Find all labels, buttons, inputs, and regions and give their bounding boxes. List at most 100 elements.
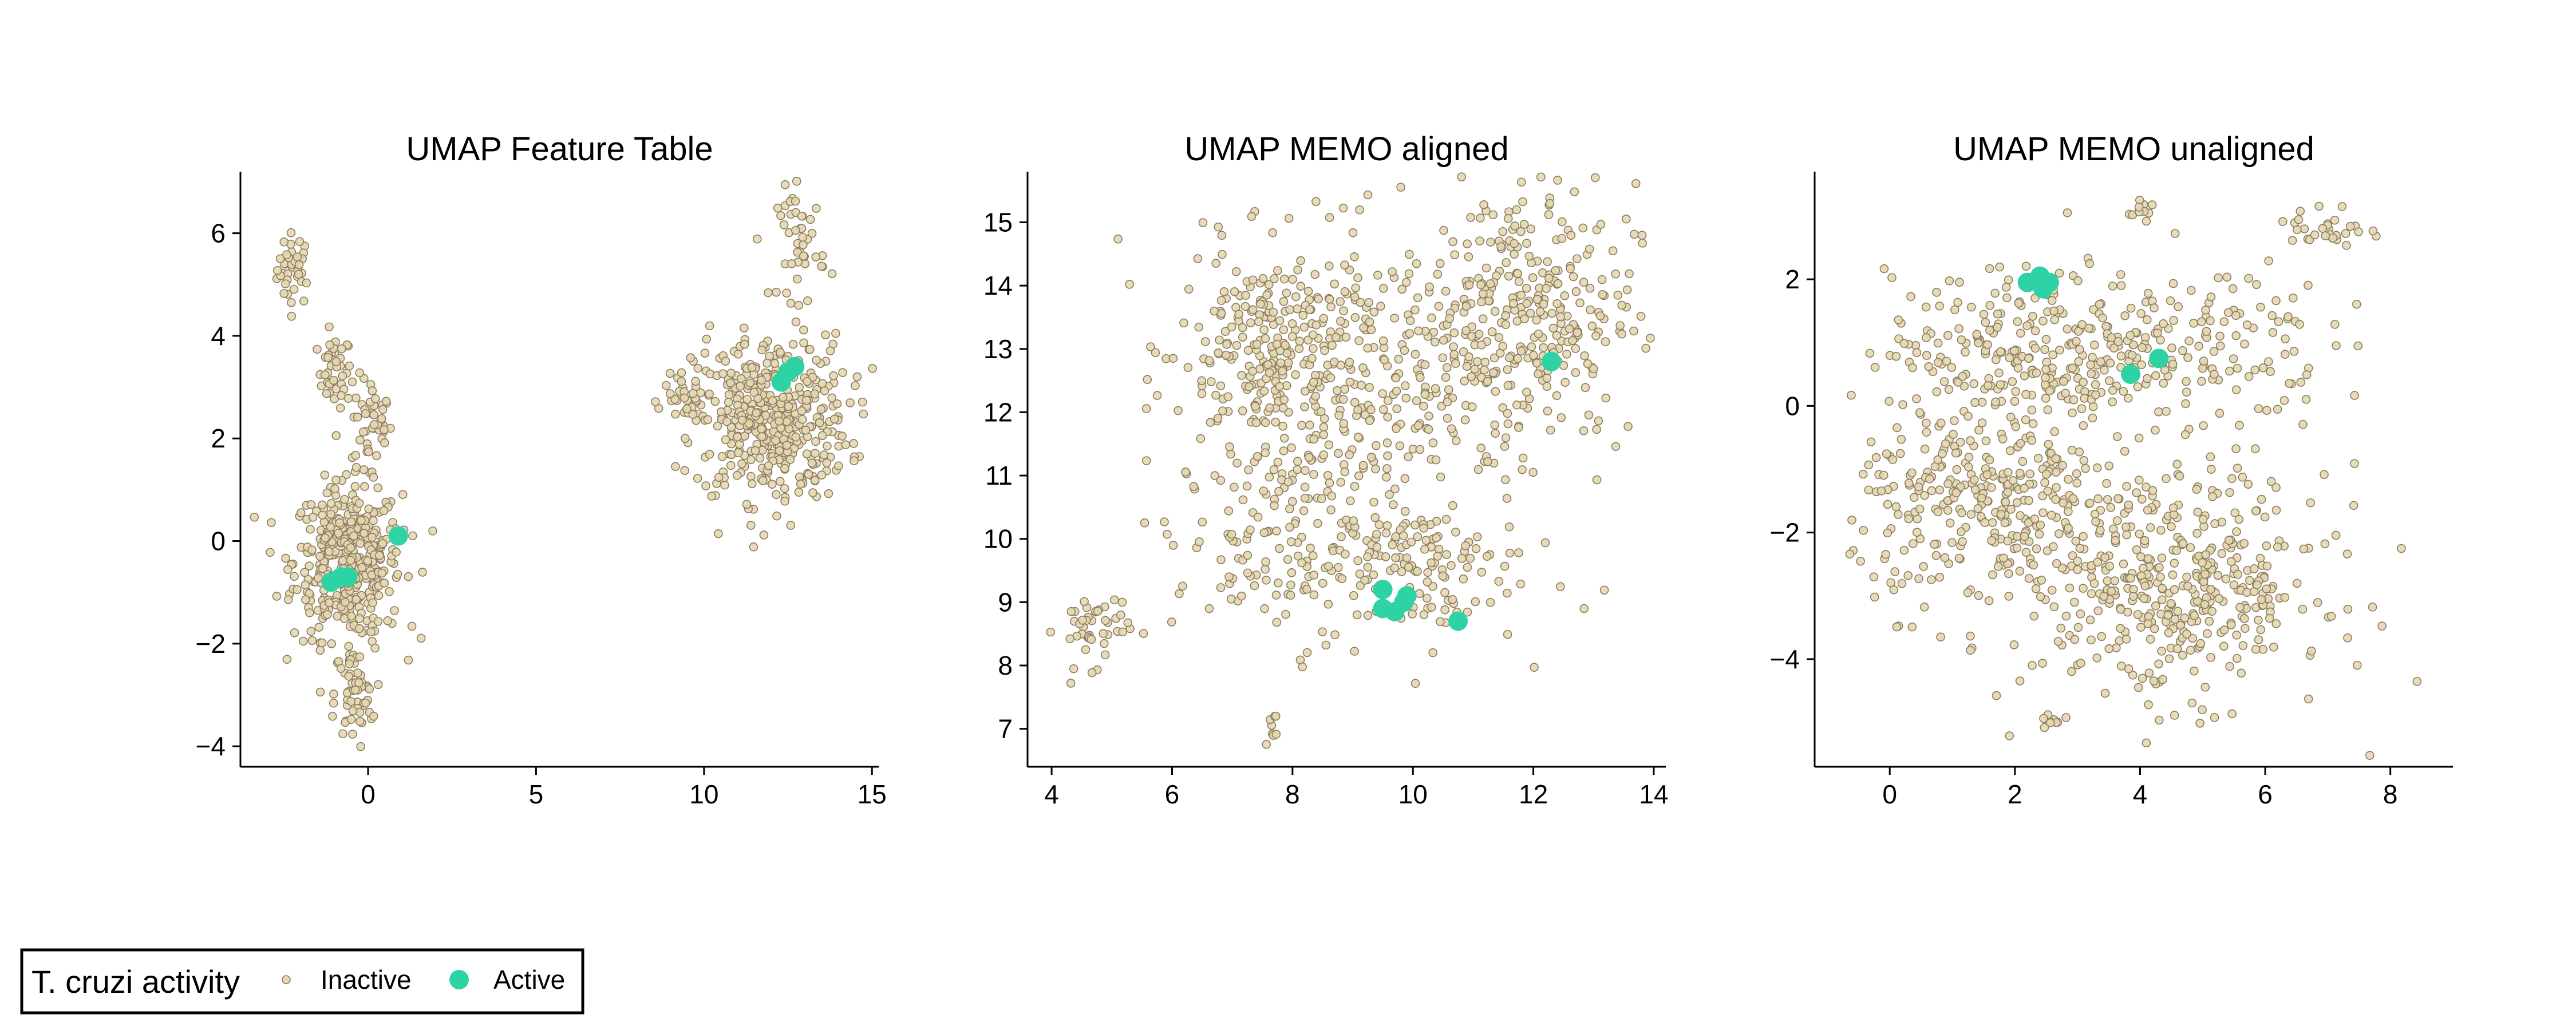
inactive-point (1336, 297, 1345, 306)
inactive-point (1463, 239, 1472, 249)
inactive-point (1912, 348, 1922, 358)
inactive-point (1293, 457, 1302, 466)
inactive-point (2182, 572, 2191, 582)
inactive-point (364, 447, 373, 457)
inactive-point (1297, 558, 1306, 568)
inactive-point (2304, 280, 2313, 290)
inactive-point (1372, 542, 1382, 552)
inactive-point (801, 395, 811, 405)
inactive-point (1325, 295, 1334, 304)
inactive-point (1401, 278, 1411, 287)
inactive-point (1353, 405, 1362, 415)
inactive-point (1300, 466, 1310, 476)
inactive-point (2105, 358, 2115, 368)
inactive-point (368, 533, 377, 542)
inactive-point (788, 339, 798, 349)
inactive-point (354, 498, 364, 508)
inactive-point (2074, 357, 2084, 366)
inactive-point (1464, 280, 1474, 290)
inactive-point (1401, 393, 1411, 403)
inactive-point (2292, 579, 2302, 588)
inactive-point (2108, 397, 2117, 407)
inactive-point (1152, 391, 1162, 400)
inactive-point (1311, 391, 1320, 401)
inactive-point (1573, 328, 1582, 337)
inactive-point (2087, 589, 2096, 599)
inactive-point (1081, 645, 1091, 655)
inactive-point (369, 420, 379, 429)
inactive-point (1275, 544, 1284, 553)
inactive-point (1427, 558, 1436, 568)
inactive-point (1214, 222, 1223, 232)
x-tick-label: 8 (1285, 779, 1300, 809)
inactive-point (1557, 233, 1567, 243)
inactive-point (1943, 479, 1953, 489)
inactive-point (1994, 562, 2003, 571)
inactive-point (2186, 645, 2195, 655)
active-points (1373, 351, 1562, 631)
inactive-point (2148, 486, 2158, 496)
inactive-point (1348, 228, 1358, 237)
inactive-point (1423, 593, 1432, 603)
inactive-point (1449, 342, 1458, 351)
inactive-point (2178, 346, 2187, 355)
inactive-point (2061, 389, 2070, 398)
inactive-point (2210, 370, 2219, 379)
inactive-point (1907, 622, 1917, 632)
inactive-point (1118, 627, 1128, 637)
inactive-point (1443, 397, 1452, 407)
inactive-point (2061, 611, 2071, 621)
x-tick-label: 10 (1398, 779, 1428, 809)
inactive-point (351, 393, 361, 403)
inactive-point (1996, 510, 2006, 519)
inactive-point (748, 479, 757, 489)
inactive-point (2156, 525, 2166, 535)
inactive-point (745, 378, 755, 387)
inactive-point (2162, 474, 2171, 484)
inactive-point (1955, 278, 1964, 287)
inactive-point (1471, 544, 1481, 553)
inactive-point (1483, 377, 1492, 386)
inactive-point (2231, 311, 2241, 320)
inactive-point (1243, 550, 1253, 560)
inactive-point (2250, 365, 2259, 375)
inactive-point (1226, 449, 1235, 459)
inactive-point (2079, 378, 2088, 387)
inactive-point (1332, 386, 1342, 395)
inactive-point (1471, 597, 1480, 607)
inactive-point (2146, 635, 2155, 644)
inactive-point (1396, 183, 1405, 192)
inactive-point (1382, 521, 1392, 530)
inactive-point (1309, 330, 1318, 339)
inactive-point (671, 409, 680, 419)
x-tick-label: 14 (1639, 779, 1668, 809)
inactive-point (2156, 335, 2165, 345)
inactive-point (2077, 320, 2087, 329)
inactive-point (1441, 373, 1451, 382)
inactive-point (1615, 321, 1625, 330)
inactive-point (793, 274, 802, 284)
inactive-point (2198, 558, 2207, 568)
inactive-point (1385, 490, 1394, 500)
inactive-point (1961, 347, 1970, 357)
inactive-point (1544, 210, 1554, 219)
inactive-point (852, 372, 862, 382)
inactive-point (1924, 362, 1934, 371)
inactive-point (2172, 644, 2182, 653)
inactive-point (1571, 287, 1581, 296)
inactive-point (1943, 331, 1953, 340)
inactive-point (1066, 607, 1076, 616)
inactive-point (1467, 372, 1476, 382)
inactive-point (1338, 203, 1348, 213)
inactive-point (824, 489, 833, 498)
inactive-point (325, 547, 334, 556)
inactive-point (2182, 387, 2191, 397)
inactive-point (1350, 398, 1360, 407)
inactive-point (2176, 620, 2185, 630)
inactive-point (1950, 416, 1959, 425)
inactive-point (710, 397, 720, 406)
inactive-point (1364, 298, 1373, 307)
inactive-point (1551, 266, 1560, 275)
inactive-point (1254, 317, 1263, 326)
